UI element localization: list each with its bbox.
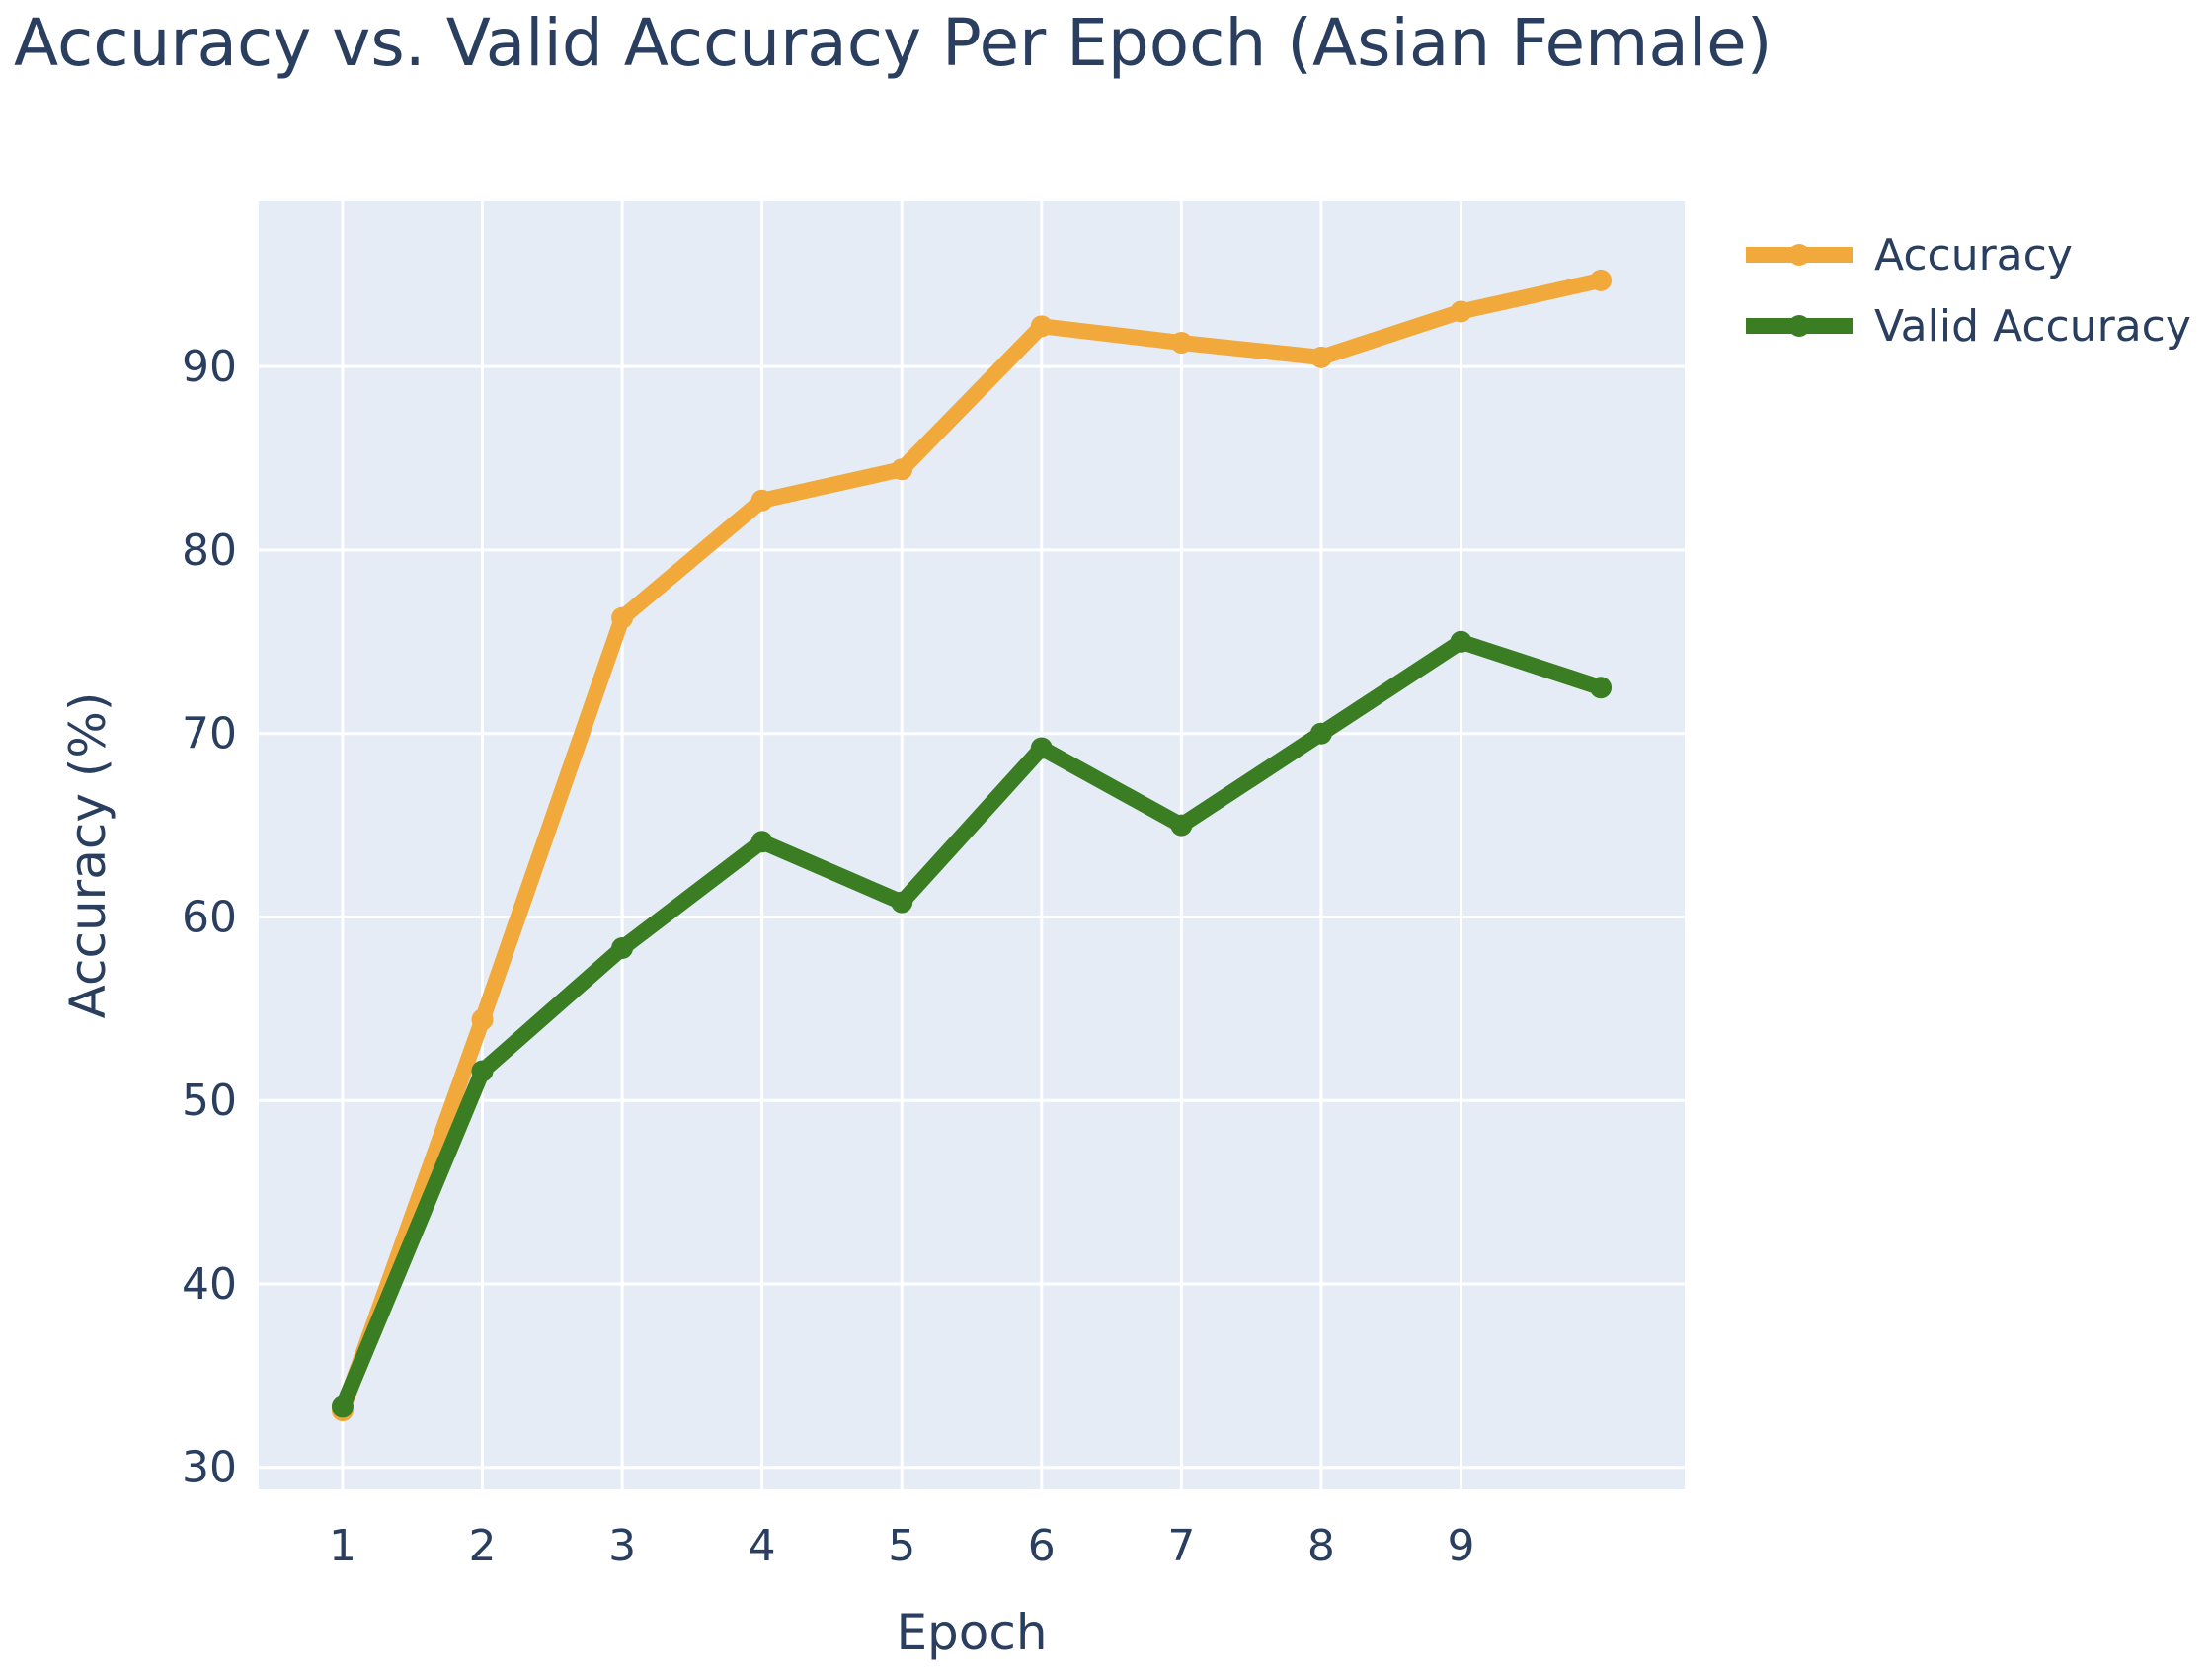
plot-area — [259, 201, 1685, 1489]
data-point[interactable] — [750, 831, 773, 853]
data-point[interactable] — [1309, 722, 1332, 745]
data-point[interactable] — [1170, 332, 1193, 355]
data-point[interactable] — [471, 1060, 494, 1082]
x-tick-label: 7 — [1167, 1521, 1195, 1571]
chart-title: Accuracy vs. Valid Accuracy Per Epoch (A… — [14, 5, 1773, 81]
data-point[interactable] — [1590, 677, 1613, 699]
x-tick-label: 2 — [469, 1521, 497, 1571]
x-tick-label: 1 — [329, 1521, 356, 1571]
legend-label: Valid Accuracy — [1874, 301, 2191, 352]
y-tick-label: 80 — [182, 525, 237, 576]
x-tick-label: 3 — [608, 1521, 636, 1571]
x-tick-label: 6 — [1028, 1521, 1056, 1571]
x-tick-label: 8 — [1307, 1521, 1335, 1571]
y-tick-label: 70 — [182, 709, 237, 759]
x-tick-label: 4 — [749, 1521, 776, 1571]
data-point[interactable] — [471, 1008, 494, 1031]
y-tick-label: 40 — [182, 1259, 237, 1310]
legend-marker — [1788, 315, 1810, 337]
data-point[interactable] — [1030, 737, 1053, 759]
series-line-1 — [334, 633, 1610, 1415]
data-point[interactable] — [1309, 346, 1332, 368]
data-point[interactable] — [331, 1396, 354, 1418]
x-tick-label: 9 — [1447, 1521, 1474, 1571]
x-axis-title: Epoch — [896, 1604, 1047, 1661]
gridlines — [259, 201, 1685, 1489]
data-point[interactable] — [1450, 300, 1472, 323]
data-point[interactable] — [611, 937, 634, 960]
x-tick-label: 5 — [888, 1521, 915, 1571]
legend-item[interactable]: Accuracy — [1746, 230, 2073, 280]
data-point[interactable] — [750, 489, 773, 512]
series-layer — [331, 269, 1613, 1422]
legend-label: Accuracy — [1874, 230, 2073, 280]
y-tick-label: 90 — [182, 342, 237, 392]
y-tick-label: 30 — [182, 1443, 237, 1493]
axis-ticks: 1 2 3 4 5 6 7 8 9 30 40 50 60 70 80 90 — [182, 342, 1474, 1571]
data-point[interactable] — [1030, 315, 1053, 338]
data-point[interactable] — [611, 606, 634, 629]
data-point[interactable] — [1170, 814, 1193, 837]
data-point[interactable] — [1590, 269, 1613, 291]
legend[interactable]: Accuracy Valid Accuracy — [1746, 230, 2191, 352]
data-point[interactable] — [891, 891, 913, 914]
y-tick-label: 60 — [182, 892, 237, 942]
y-tick-label: 50 — [182, 1076, 237, 1126]
y-axis-title: Accuracy (%) — [59, 692, 117, 1019]
series-line-0 — [334, 272, 1610, 1419]
legend-marker — [1788, 244, 1810, 266]
data-point[interactable] — [891, 458, 913, 481]
legend-item[interactable]: Valid Accuracy — [1746, 301, 2191, 352]
data-point[interactable] — [1450, 630, 1472, 653]
